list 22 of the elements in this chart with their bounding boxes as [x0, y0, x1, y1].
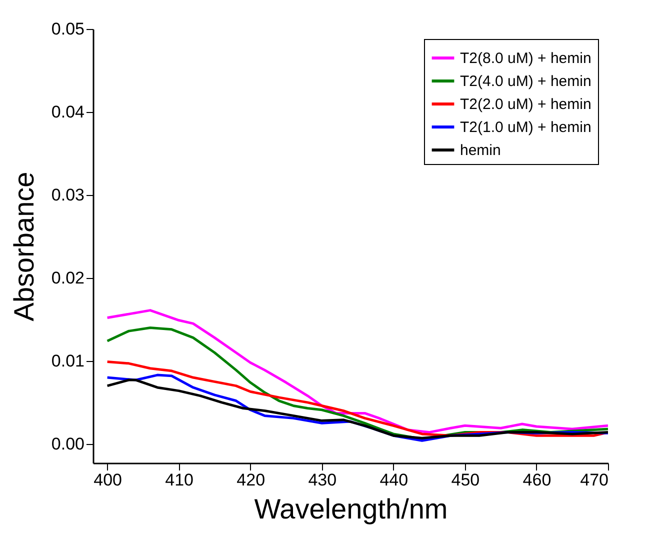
y-tick-label: 0.03 — [51, 185, 84, 204]
legend-label: T2(2.0 uM) + hemin — [460, 96, 592, 113]
x-tick-label: 460 — [522, 470, 552, 490]
y-tick-label: 0.00 — [51, 434, 84, 454]
y-tick-label: 0.05 — [51, 20, 84, 38]
legend-label: hemin — [460, 142, 501, 159]
y-tick-label: 0.01 — [51, 351, 84, 370]
line-series — [106, 309, 608, 434]
x-tick-label: 430 — [308, 470, 337, 490]
legend-label: T2(4.0 uM) + hemin — [460, 73, 592, 90]
x-axis-title: Wavelength/nm — [254, 494, 448, 524]
x-tick-label: 470 — [580, 470, 608, 490]
x-tick-label: 420 — [236, 470, 266, 490]
x-tick-label: 440 — [380, 470, 408, 490]
legend-label: T2(1.0 uM) + hemin — [460, 119, 592, 136]
y-tick-label: 0.04 — [51, 102, 84, 122]
y-axis-title: Absorbance — [8, 172, 40, 322]
y-tick-label: 0.02 — [51, 268, 84, 288]
legend-label: T2(8.0 uM) + hemin — [460, 50, 592, 67]
x-tick-label: 400 — [94, 470, 122, 490]
x-tick-label: 410 — [165, 470, 194, 490]
x-tick-label: 450 — [451, 470, 480, 490]
